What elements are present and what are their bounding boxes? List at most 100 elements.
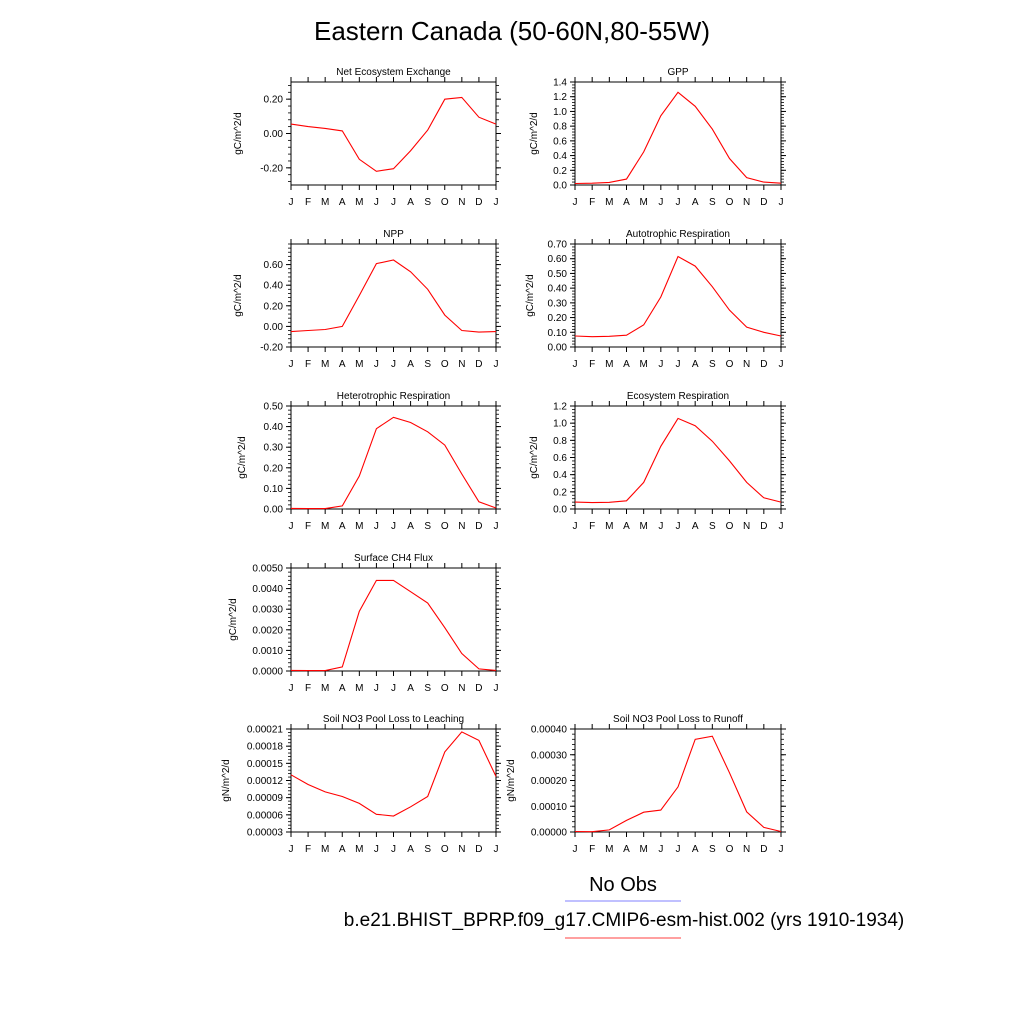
y-axis-label: gN/m^2/d [221, 759, 232, 802]
x-tick-label: J [779, 521, 784, 532]
chart-panel: Surface CH4 Flux gC/m^2/d 0.0000 0.0010 0.00… [228, 553, 501, 694]
x-tick-label: J [374, 197, 379, 208]
series-line [290, 96, 497, 172]
x-tick-label: M [355, 521, 363, 532]
x-tick-label: A [692, 197, 699, 208]
y-tick-label: 0.40 [264, 281, 284, 292]
x-tick-label: D [760, 359, 767, 370]
y-tick-label: 0.00 [264, 322, 284, 333]
y-tick-label: 0.30 [264, 443, 284, 454]
x-tick-label: A [623, 844, 630, 855]
x-tick-label: J [494, 521, 499, 532]
x-tick-label: J [374, 521, 379, 532]
y-tick-label: 0.6 [553, 136, 567, 147]
x-tick-label: N [458, 197, 465, 208]
series-line [290, 259, 497, 333]
x-tick-label: A [623, 359, 630, 370]
x-tick-label: O [726, 521, 734, 532]
legend: No Obs b.e21.BHIST_BPRP.f09_g17.CMIP6-esm… [344, 874, 904, 939]
y-axis-label: gC/m^2/d [233, 112, 244, 155]
x-tick-label: A [339, 359, 346, 370]
y-tick-label: 0.00 [264, 129, 284, 140]
x-tick-label: D [475, 359, 482, 370]
y-tick-label: 0.00009 [247, 793, 284, 804]
x-tick-label: N [458, 359, 465, 370]
x-tick-label: J [779, 844, 784, 855]
y-tick-label: 0.00010 [531, 802, 568, 813]
legend-entry-no-obs: No Obs [589, 874, 657, 896]
x-tick-label: S [709, 359, 716, 370]
y-tick-label: 0.8 [553, 122, 567, 133]
x-tick-label: S [424, 683, 431, 694]
y-tick-label: 0.00040 [531, 725, 568, 736]
y-tick-label: 1.4 [553, 78, 567, 89]
y-tick-label: 0.0 [553, 505, 567, 516]
x-tick-label: M [355, 683, 363, 694]
x-tick-label: A [339, 197, 346, 208]
x-tick-label: O [441, 197, 449, 208]
x-tick-label: N [458, 844, 465, 855]
x-tick-label: J [374, 359, 379, 370]
series-line [574, 735, 782, 833]
plot-frame [574, 405, 782, 510]
panel-title: Autotrophic Respiration [626, 229, 730, 240]
y-tick-label: 0.00012 [247, 776, 284, 787]
x-tick-label: M [605, 521, 613, 532]
y-tick-label: 0.00003 [247, 828, 284, 839]
x-tick-label: D [475, 683, 482, 694]
y-tick-label: 0.10 [548, 328, 568, 339]
y-tick-label: 0.2 [553, 487, 567, 498]
x-tick-label: A [692, 844, 699, 855]
x-tick-label: O [441, 359, 449, 370]
x-tick-label: O [441, 844, 449, 855]
x-tick-label: M [639, 521, 647, 532]
chart-panel: Soil NO3 Pool Loss to Leaching gN/m^2/d 0.… [221, 714, 501, 855]
y-tick-label: 0.2 [553, 166, 567, 177]
x-tick-label: D [475, 197, 482, 208]
chart-panel: Heterotrophic Respiration gC/m^2/d 0.00 0.1… [237, 391, 501, 532]
x-tick-label: A [692, 521, 699, 532]
x-tick-label: M [321, 359, 329, 370]
y-tick-label: 0.40 [548, 284, 568, 295]
x-tick-label: O [726, 197, 734, 208]
x-tick-label: J [573, 844, 578, 855]
x-tick-label: F [589, 197, 595, 208]
x-tick-label: O [441, 683, 449, 694]
y-tick-label: 1.2 [553, 92, 567, 103]
y-tick-label: 0.50 [548, 269, 568, 280]
x-tick-label: S [424, 197, 431, 208]
series-line [290, 416, 497, 510]
y-tick-label: 0.4 [553, 470, 567, 481]
x-tick-label: J [374, 844, 379, 855]
x-tick-label: M [355, 359, 363, 370]
y-axis-label: gC/m^2/d [529, 112, 540, 155]
x-tick-label: M [355, 844, 363, 855]
y-tick-label: 0.0030 [252, 605, 283, 616]
y-tick-label: 0.8 [553, 436, 567, 447]
y-axis-label: gC/m^2/d [233, 274, 244, 317]
y-tick-label: 0.70 [548, 240, 568, 251]
x-tick-label: A [339, 844, 346, 855]
y-tick-label: 0.6 [553, 453, 567, 464]
y-tick-label: 0.00 [548, 343, 568, 354]
y-tick-label: 0.0020 [252, 625, 283, 636]
x-tick-label: J [391, 521, 396, 532]
x-tick-label: J [676, 521, 681, 532]
series-line [290, 579, 497, 672]
x-tick-label: J [573, 521, 578, 532]
x-tick-label: A [407, 521, 414, 532]
x-tick-label: J [573, 359, 578, 370]
y-tick-label: 0.00020 [531, 776, 568, 787]
chart-panel: Autotrophic Respiration gC/m^2/d 0.00 0.10 0… [525, 229, 786, 370]
y-tick-label: 0.30 [548, 298, 568, 309]
y-tick-label: 0.00000 [531, 828, 568, 839]
x-tick-label: M [639, 844, 647, 855]
plot-frame [574, 81, 782, 186]
y-tick-label: 0.60 [264, 260, 284, 271]
y-tick-label: 0.0010 [252, 646, 283, 657]
figure-title: Eastern Canada (50-60N,80-55W) [314, 16, 710, 46]
x-tick-label: N [743, 521, 750, 532]
x-tick-label: J [676, 844, 681, 855]
x-tick-label: N [458, 683, 465, 694]
